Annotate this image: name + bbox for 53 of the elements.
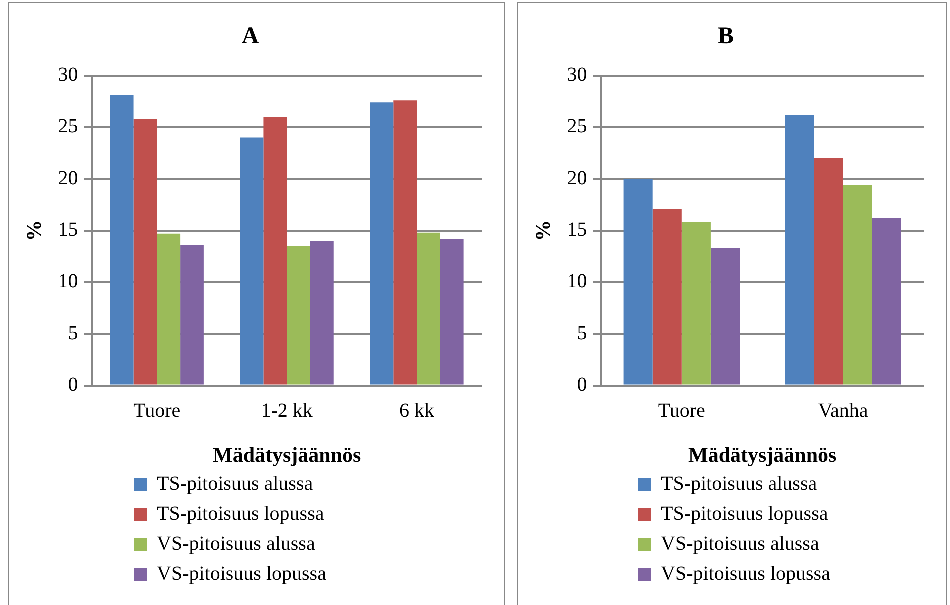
- y-tick-label: 20: [58, 167, 78, 190]
- bar: [652, 209, 682, 385]
- bar: [287, 246, 310, 385]
- bar: [264, 117, 288, 385]
- y-tick-label: 25: [567, 116, 588, 138]
- bar: [180, 245, 204, 385]
- bar: [110, 95, 134, 385]
- y-tick-label: 25: [58, 116, 78, 138]
- bar: [814, 158, 844, 385]
- y-axis-title: %: [531, 220, 556, 242]
- legend-label: VS-pitoisuus lopussa: [157, 562, 326, 586]
- chart-title: B: [718, 24, 734, 50]
- bar: [785, 115, 814, 385]
- bar: [843, 185, 872, 385]
- bar: [710, 248, 740, 385]
- x-axis-title: Mädätysjäännös: [688, 442, 837, 467]
- legend-label: TS-pitoisuus lopussa: [157, 502, 324, 526]
- bar: [624, 179, 653, 385]
- bar: [394, 100, 418, 385]
- bar: [310, 241, 334, 385]
- y-tick-label: 10: [567, 270, 588, 293]
- x-tick-label: Tuore: [134, 400, 181, 422]
- y-tick-label: 30: [58, 64, 78, 86]
- bar: [157, 234, 181, 385]
- y-tick-label: 15: [567, 219, 588, 242]
- y-tick-label: 5: [577, 322, 588, 344]
- bar: [682, 222, 711, 385]
- bar: [872, 218, 902, 385]
- x-tick-label: 1-2 kk: [261, 400, 313, 422]
- y-tick-label: 15: [58, 219, 78, 242]
- x-tick-label: Vanha: [818, 400, 868, 422]
- legend-label: TS-pitoisuus alussa: [661, 472, 818, 496]
- legend-label: VS-pitoisuus alussa: [157, 532, 316, 556]
- legend-label: VS-pitoisuus lopussa: [661, 562, 830, 586]
- legend-label: TS-pitoisuus lopussa: [661, 502, 828, 526]
- x-axis-title: Mädätysjäännös: [213, 442, 362, 467]
- y-axis-title: %: [22, 220, 46, 242]
- y-tick-label: 0: [577, 374, 588, 396]
- legend-label: TS-pitoisuus alussa: [157, 472, 314, 496]
- bar: [440, 239, 464, 385]
- bar: [240, 138, 264, 385]
- bar: [370, 102, 394, 385]
- bar: [134, 119, 158, 385]
- y-tick-label: 5: [68, 322, 78, 344]
- legend-label: VS-pitoisuus alussa: [661, 532, 820, 556]
- x-tick-label: Tuore: [658, 400, 706, 422]
- y-tick-label: 0: [68, 374, 78, 396]
- x-tick-label: 6 kk: [400, 400, 435, 422]
- y-tick-label: 20: [567, 167, 588, 190]
- chart-title: A: [242, 24, 260, 50]
- y-tick-label: 10: [58, 270, 78, 293]
- bar: [417, 232, 440, 385]
- y-tick-label: 30: [567, 64, 588, 86]
